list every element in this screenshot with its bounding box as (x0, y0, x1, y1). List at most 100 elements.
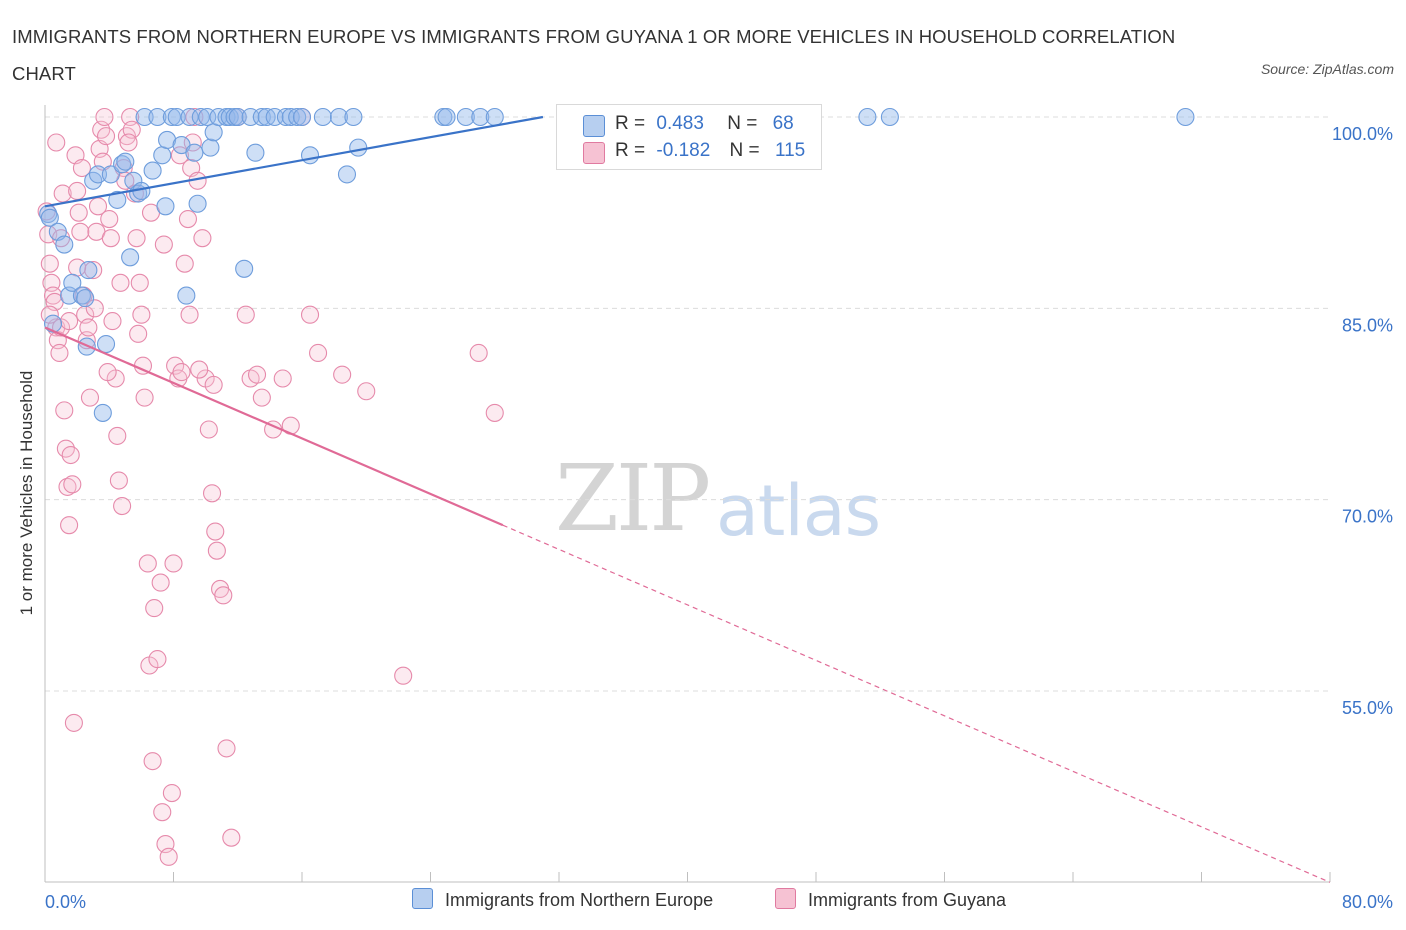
data-point (357, 382, 376, 401)
data-point (204, 123, 223, 142)
data-point (207, 541, 226, 560)
legend-n-label: N = (729, 140, 760, 161)
legend-n-value: 115 (774, 140, 806, 161)
data-point (456, 107, 475, 127)
data-point (93, 403, 112, 422)
data-point (63, 475, 82, 494)
data-point (158, 130, 177, 150)
data-point (191, 107, 210, 127)
data-point (159, 847, 178, 866)
data-point (485, 403, 504, 422)
y-tick-label: 85.0% (1342, 315, 1393, 335)
source-label: Source: ZipAtlas.com (1260, 61, 1394, 77)
data-point (96, 334, 116, 354)
data-point (313, 107, 332, 127)
data-point (108, 190, 127, 209)
data-point (167, 107, 186, 127)
x-tick-label: 80.0% (1342, 892, 1393, 912)
data-point (138, 554, 157, 573)
data-point (309, 343, 328, 363)
legend-swatch-blue (583, 115, 605, 137)
data-point (127, 229, 146, 248)
data-point (344, 107, 363, 127)
legend-r-label: R = (615, 113, 646, 134)
data-point (288, 107, 307, 127)
data-point (130, 273, 149, 292)
legend-swatch-pink (583, 142, 605, 164)
data-point (471, 107, 490, 127)
data-point (164, 554, 183, 573)
data-point (193, 229, 212, 248)
data-point (100, 209, 119, 229)
data-point (58, 477, 77, 496)
chart-title: IMMIGRANTS FROM NORTHERN EUROPE VS IMMIG… (12, 26, 1176, 84)
data-point (880, 107, 899, 127)
data-point (143, 161, 162, 180)
data-point (185, 107, 204, 127)
data-point (80, 388, 100, 407)
data-point (337, 165, 357, 184)
correlation-legend: R = 0.483 N = 68 R = -0.182 N = 115 (556, 104, 822, 170)
trend-line-solid (44, 326, 504, 527)
data-point (129, 324, 148, 343)
legend-item-northern-europe: Immigrants from Northern Europe (412, 888, 713, 911)
data-point (153, 803, 172, 822)
trend-line-solid (44, 115, 544, 208)
data-point (113, 155, 132, 174)
data-point (201, 138, 220, 157)
data-point (60, 516, 79, 535)
trend-lines (44, 115, 1331, 883)
y-tick-label: 100.0% (1332, 124, 1393, 144)
legend-r-label: R = (615, 140, 646, 161)
legend-swatch (775, 888, 796, 909)
data-point (40, 254, 59, 273)
data-point (68, 181, 87, 201)
data-point (252, 107, 271, 127)
data-point (61, 445, 80, 465)
data-point (247, 365, 267, 384)
tick-labels: 100.0% 85.0% 70.0% 55.0% 0.0% 80.0% (45, 124, 1393, 912)
data-point (437, 107, 456, 127)
data-point (103, 312, 122, 331)
data-point (235, 259, 254, 278)
legend-label: Immigrants from Guyana (808, 890, 1007, 910)
data-point (246, 143, 265, 162)
data-point (177, 286, 196, 305)
data-point (172, 363, 191, 382)
data-point (300, 305, 320, 324)
watermark-atlas: atlas (716, 470, 881, 552)
data-point (162, 783, 181, 803)
data-point (217, 739, 236, 758)
data-point (43, 286, 63, 305)
data-point (190, 360, 209, 379)
data-point (329, 107, 348, 127)
data-point (333, 365, 352, 384)
data-point (60, 312, 79, 331)
data-point (121, 248, 140, 267)
data-point (69, 203, 88, 222)
data-point (96, 127, 116, 146)
data-point (394, 666, 413, 685)
y-tick-label: 55.0% (1342, 698, 1393, 718)
data-point (143, 752, 162, 771)
data-point (292, 107, 312, 127)
data-point (199, 420, 218, 439)
data-point (222, 828, 241, 847)
data-point (252, 388, 271, 407)
data-point (113, 496, 132, 516)
data-point (206, 522, 225, 541)
legend-r-value: -0.182 (656, 140, 711, 161)
data-point (64, 713, 83, 732)
data-point (1176, 107, 1195, 127)
data-point (43, 314, 63, 333)
data-point (98, 363, 117, 382)
series-guyana-points (37, 107, 504, 866)
data-point (72, 158, 91, 178)
legend-row-blue: R = 0.483 N = 68 (615, 113, 794, 139)
legend-swatch (412, 888, 433, 909)
data-point (148, 650, 167, 669)
data-point (79, 318, 98, 337)
data-point (156, 197, 175, 216)
data-point (148, 107, 167, 127)
data-point (300, 146, 320, 165)
